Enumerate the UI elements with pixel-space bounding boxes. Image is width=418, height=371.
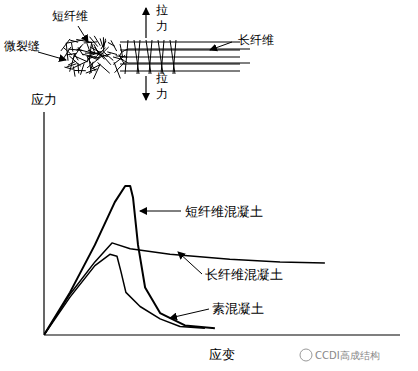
annotation: 拉力 <box>156 3 168 33</box>
short-fiber <box>74 56 88 62</box>
bridging-fiber <box>158 40 163 74</box>
short-fiber <box>86 69 97 73</box>
short-fiber <box>71 43 72 52</box>
illustration <box>38 8 250 100</box>
short-fiber <box>70 40 78 42</box>
short-fiber <box>70 55 75 72</box>
annotation-char: 拉 <box>156 3 168 17</box>
short-fiber <box>100 38 103 47</box>
bridging-fiber <box>134 40 139 74</box>
watermark: CCDI高成结构 <box>315 350 380 361</box>
annotation-char: 力 <box>156 87 168 101</box>
annotation-char: 拉 <box>156 71 168 85</box>
label-arrow <box>140 211 181 212</box>
tension-arrow <box>145 76 146 100</box>
short-fiber <box>80 63 84 74</box>
bridging-fiber <box>173 40 176 74</box>
long-fiber <box>120 71 240 72</box>
short-fiber <box>91 42 95 54</box>
pointer-arrow <box>78 26 88 42</box>
bridging-fiber <box>149 40 152 74</box>
short-fiber <box>107 52 117 55</box>
long-fiber <box>120 42 240 43</box>
annotation: 拉力 <box>156 71 168 101</box>
bridging-fiber <box>146 40 151 74</box>
short-fiber <box>66 43 68 61</box>
bridging-fiber <box>137 40 140 74</box>
short-fiber <box>94 44 99 53</box>
short-fiber <box>76 39 91 42</box>
pointer-arrow <box>210 42 232 50</box>
y-axis <box>43 112 44 335</box>
short-fiber <box>74 70 86 71</box>
bridging-fiber <box>170 40 175 74</box>
short-fiber <box>87 56 95 71</box>
short-fiber <box>87 56 96 59</box>
x-axis-title: 应变 <box>209 347 235 362</box>
short-fiber <box>114 62 120 78</box>
annotation: 长纤维 <box>238 33 274 47</box>
pointer-arrow <box>38 52 66 60</box>
annotation: 短纤维 <box>52 9 88 23</box>
bridging-fiber <box>125 40 128 74</box>
y-axis-title: 应力 <box>31 92 57 107</box>
tension-arrow <box>145 8 146 38</box>
short-fiber <box>111 40 117 51</box>
short-fiber <box>87 57 100 68</box>
curve <box>44 254 205 335</box>
series-label: 素混凝土 <box>212 301 264 316</box>
annotation: 微裂缝 <box>4 39 40 53</box>
short-fiber <box>64 67 72 69</box>
short-fiber <box>101 41 106 49</box>
short-fiber <box>88 50 104 56</box>
series-label: 短纤维混凝土 <box>185 204 263 219</box>
curves <box>44 186 325 335</box>
curve <box>44 243 325 335</box>
bridging-fiber <box>161 40 164 74</box>
series-label: 长纤维混凝土 <box>205 267 283 282</box>
short-fiber <box>78 47 83 55</box>
label-arrow <box>178 252 202 274</box>
x-axis <box>44 334 400 335</box>
label-arrow <box>170 309 209 318</box>
watermark-icon <box>300 349 312 361</box>
short-fiber <box>93 64 100 79</box>
annotation-char: 力 <box>156 19 168 33</box>
short-fiber <box>98 62 110 73</box>
short-fiber <box>87 43 90 51</box>
long-fiber <box>120 50 240 51</box>
